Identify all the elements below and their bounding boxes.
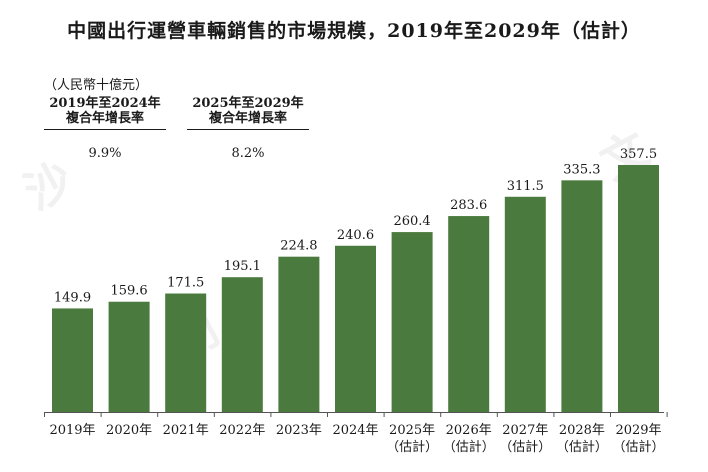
unit-label: （人民幣十億元）	[44, 78, 149, 93]
bar	[335, 245, 376, 412]
bar-value-label: 195.1	[224, 259, 261, 274]
bar	[504, 196, 546, 412]
x-tick-label: 2025年	[389, 423, 435, 438]
bar-value-label: 311.5	[507, 179, 544, 194]
x-tick-note: （估計）	[499, 439, 551, 455]
bar-value-label: 149.9	[54, 290, 91, 305]
x-tick-note: （估計）	[612, 439, 664, 455]
chart-title: 中國出行運營車輛銷售的市場規模，2019年至2029年（估計）	[67, 20, 641, 42]
bar-value-label: 240.6	[337, 228, 374, 243]
cagr-period-1: 2019年至2024年	[49, 96, 161, 111]
cagr-period-2: 2025年至2029年	[192, 96, 304, 111]
x-tick-label: 2024年	[332, 423, 378, 438]
cagr-header-1: 2019年至2024年 複合年增長率	[44, 96, 166, 130]
bar-value-label: 335.3	[563, 162, 600, 177]
x-tick-label: 2019年	[49, 423, 95, 438]
bar	[52, 308, 93, 412]
bar-value-label: 171.5	[167, 276, 204, 291]
bar	[618, 165, 659, 412]
bar	[165, 293, 207, 412]
bar-value-label: 357.5	[620, 147, 657, 162]
x-tick-note: （估計）	[443, 439, 495, 455]
x-tick-label: 2020年	[106, 423, 152, 438]
bar	[278, 256, 320, 412]
cagr-value-1: 9.9%	[88, 146, 122, 161]
bar-value-label: 260.4	[393, 214, 430, 229]
cagr-underline-2	[187, 129, 309, 130]
x-tick-label: 2023年	[276, 423, 322, 438]
x-tick-note: （估計）	[556, 439, 608, 455]
bar	[448, 216, 490, 412]
bar	[391, 232, 433, 412]
bar-value-label: 224.8	[280, 239, 317, 254]
x-tick-label: 2028年	[559, 423, 605, 438]
cagr-underline-1	[44, 129, 166, 130]
x-tick-label: 2021年	[163, 423, 209, 438]
x-tick-label: 2026年	[446, 423, 492, 438]
bar-value-label: 283.6	[450, 198, 487, 213]
cagr-value-2: 8.2%	[231, 146, 265, 161]
bar	[561, 180, 603, 412]
x-tick-label: 2027年	[502, 423, 548, 438]
bar-value-label: 159.6	[110, 284, 147, 299]
x-tick-note: （估計）	[386, 439, 438, 455]
x-tick-label: 2029年	[615, 423, 661, 438]
bar	[221, 277, 263, 412]
cagr-caption-1: 複合年增長率	[65, 111, 144, 126]
cagr-caption-2: 複合年增長率	[208, 111, 287, 126]
cagr-header-2: 2025年至2029年 複合年增長率	[187, 96, 309, 130]
x-tick-label: 2022年	[219, 423, 265, 438]
bar	[108, 301, 150, 412]
